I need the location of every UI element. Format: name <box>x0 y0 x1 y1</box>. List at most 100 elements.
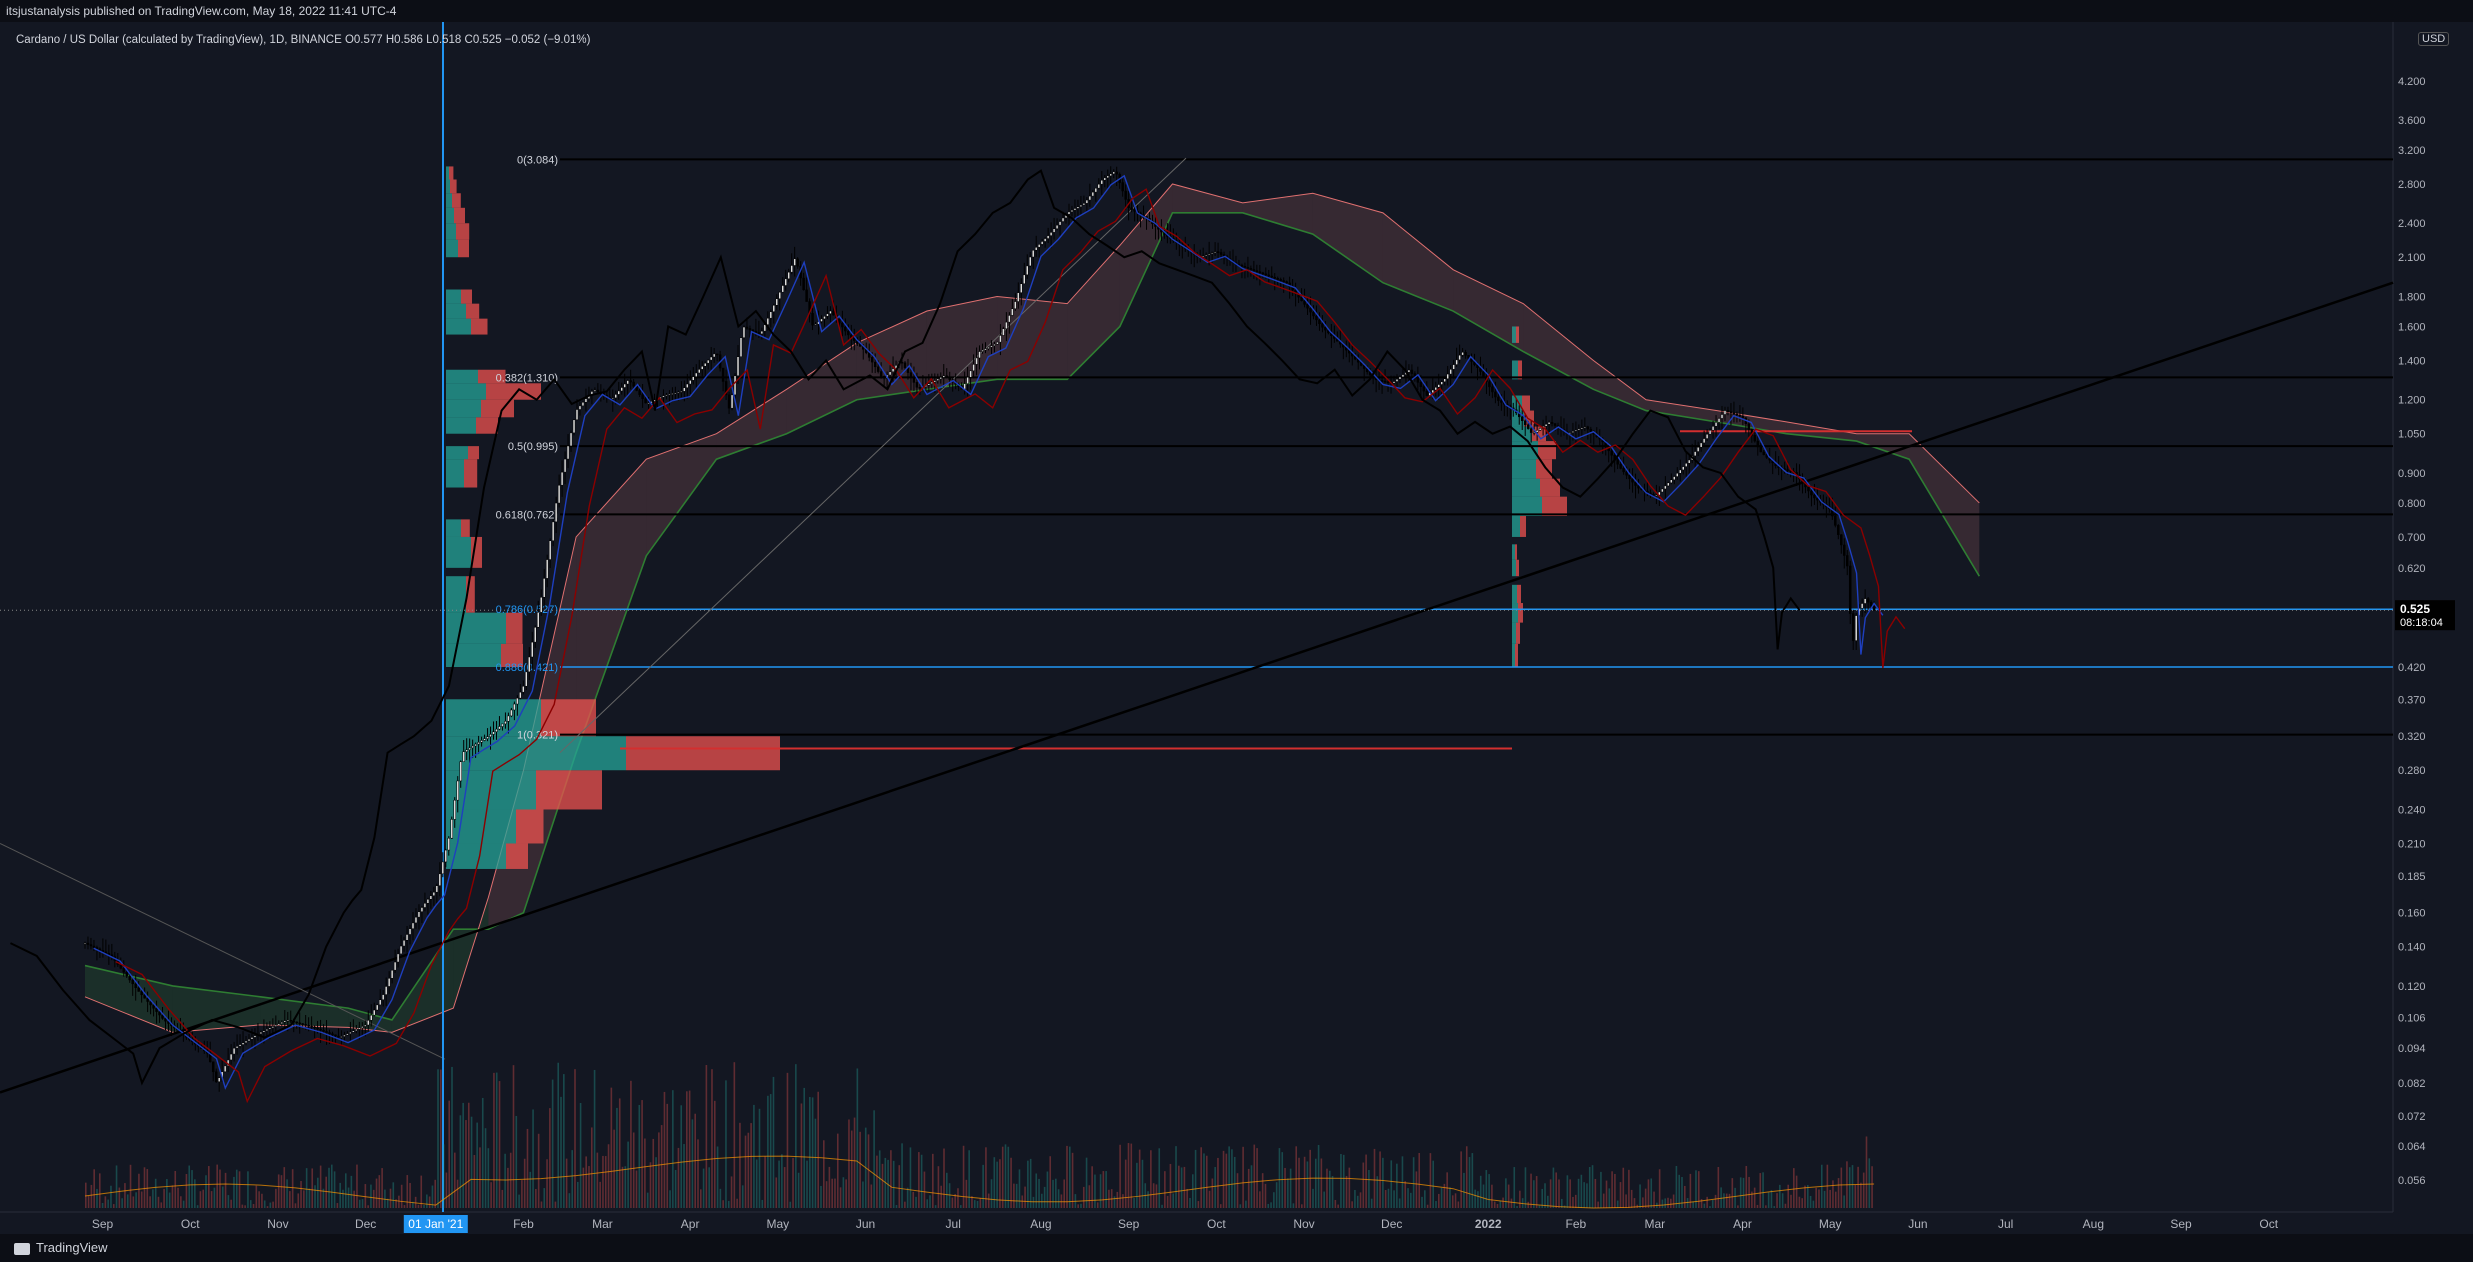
candle-body <box>1449 369 1452 375</box>
volume-bar <box>1309 1149 1312 1208</box>
diagonal-helper-line <box>559 157 1187 754</box>
volume-bar <box>1871 1166 1873 1208</box>
candle-body <box>745 326 749 329</box>
fib-level-label: 0.382(1.310) <box>496 372 558 384</box>
volume-bar <box>300 1180 302 1208</box>
candle-body <box>1440 381 1443 385</box>
candle-body <box>250 1037 254 1040</box>
volume-bar <box>817 1091 820 1208</box>
volume-profile-right-down-bar <box>1516 326 1519 343</box>
ichimoku-cloud-segment <box>1382 212 1454 312</box>
volume-bar <box>1756 1204 1759 1208</box>
candle-body <box>247 1038 251 1042</box>
candle-body <box>519 691 522 699</box>
volume-bar <box>549 1108 551 1208</box>
volume-bar <box>945 1172 948 1208</box>
volume-bar <box>1356 1195 1359 1208</box>
candle-body <box>214 1071 218 1082</box>
volume-bar <box>1739 1177 1742 1208</box>
volume-bar <box>1605 1180 1608 1208</box>
volume-bar <box>1558 1179 1560 1208</box>
candle-body <box>1687 459 1691 464</box>
candle-body <box>1708 429 1712 435</box>
volume-bar <box>451 1066 453 1208</box>
candle-body <box>1395 378 1399 382</box>
volume-bar <box>1496 1204 1499 1208</box>
volume-bar <box>1806 1185 1809 1208</box>
candle-body <box>89 944 93 947</box>
candle-body <box>662 395 665 398</box>
volume-bar <box>233 1176 235 1208</box>
volume-bar <box>954 1194 956 1208</box>
volume-bar <box>672 1090 674 1208</box>
candle-body <box>1380 380 1384 382</box>
volume-bar <box>185 1174 188 1208</box>
time-tick-label: Aug <box>2083 1217 2104 1231</box>
volume-bar <box>1147 1191 1149 1208</box>
time-tick-label: Oct <box>181 1217 200 1231</box>
candle-body <box>1813 494 1816 499</box>
volume-bar <box>1239 1204 1242 1208</box>
candle-body <box>1583 426 1587 428</box>
volume-bar <box>758 1108 761 1208</box>
time-tick-label: Apr <box>1733 1217 1752 1231</box>
candle-body <box>262 1030 266 1033</box>
volume-bar <box>93 1169 95 1208</box>
volume-bar <box>202 1189 205 1208</box>
volume-bar <box>1010 1157 1012 1208</box>
volume-bar <box>1451 1195 1454 1208</box>
candle-body <box>492 731 495 735</box>
volume-bar <box>1681 1177 1683 1208</box>
volume-bar <box>940 1185 943 1208</box>
candle-body <box>1458 354 1461 361</box>
volume-bar <box>932 1153 934 1208</box>
volume-bar <box>999 1159 1001 1208</box>
volume-bar <box>342 1189 344 1208</box>
candle-body <box>1306 304 1309 309</box>
volume-bar <box>563 1074 565 1208</box>
candle-body <box>1028 256 1032 267</box>
candle-body <box>802 277 805 291</box>
volume-bar <box>361 1199 364 1208</box>
volume-bar <box>747 1132 750 1208</box>
candle-body <box>548 540 552 560</box>
candle-body <box>1094 187 1098 193</box>
volume-bar <box>1384 1189 1387 1208</box>
volume-bar <box>1555 1172 1558 1208</box>
volume-bar <box>688 1090 691 1208</box>
volume-bar <box>789 1201 792 1208</box>
tradingview-logo-icon <box>14 1242 30 1255</box>
candle-body <box>352 1030 355 1033</box>
volume-bar <box>303 1190 305 1208</box>
volume-bar <box>576 1181 579 1208</box>
volume-bar <box>1868 1158 1871 1208</box>
candle-body <box>999 335 1002 343</box>
candle-body <box>1699 442 1703 448</box>
candle-body <box>1324 327 1327 331</box>
candle-body <box>295 1021 298 1024</box>
candle-body <box>420 907 424 912</box>
volume-bar <box>1608 1188 1611 1208</box>
volume-bar <box>414 1196 417 1208</box>
volume-bar <box>775 1177 778 1208</box>
volume-bar <box>1203 1153 1205 1208</box>
candle-body <box>990 345 993 348</box>
volume-profile-down-bar <box>458 239 469 258</box>
candle-body <box>504 721 507 725</box>
candle-body <box>1005 321 1008 330</box>
volume-bar <box>1597 1201 1599 1208</box>
volume-profile-down-bar <box>466 303 480 319</box>
volume-bar <box>456 1179 459 1208</box>
volume-profile-up-bar <box>446 809 516 844</box>
candle-body <box>1747 423 1751 430</box>
volume-bar <box>135 1192 137 1208</box>
candle-body <box>283 1020 287 1023</box>
candle-body <box>152 1004 155 1009</box>
candle-body <box>1309 307 1312 313</box>
candle-body <box>510 709 513 717</box>
volume-bar <box>1127 1143 1130 1208</box>
volume-profile-up-bar <box>446 519 461 537</box>
currency-badge[interactable]: USD <box>2418 32 2450 46</box>
price-chart[interactable]: 0(3.084) 0.382(1.310) 0.5(0.995) 0.618(0.76… <box>0 22 2473 1234</box>
volume-bar <box>1614 1173 1616 1208</box>
